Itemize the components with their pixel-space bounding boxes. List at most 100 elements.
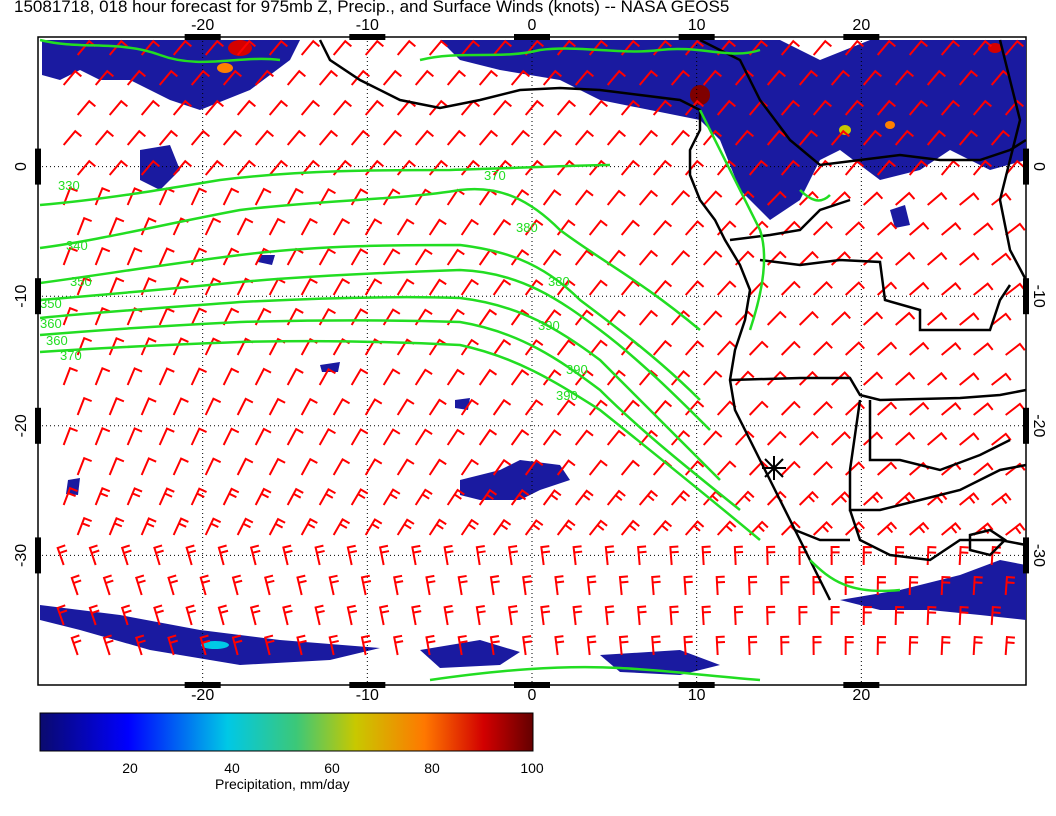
wind-barb — [236, 159, 257, 176]
wind-barb — [350, 69, 371, 86]
border — [729, 376, 1027, 402]
contour-label: 350 — [40, 296, 62, 311]
axis-tick-labels: -20 -20 -10 -10 0 0 10 10 20 20 0 0 -10 -10 -20 -20 -30 -… — [13, 17, 1047, 704]
wind-barb — [76, 396, 93, 416]
wind-barb — [94, 69, 115, 86]
wind-barb — [876, 575, 886, 596]
wind-barb — [702, 310, 723, 326]
wind-barb — [862, 491, 884, 506]
wind-barb — [844, 575, 854, 596]
wind-barb — [350, 129, 371, 146]
wind-barb — [510, 488, 530, 506]
wind-barb — [812, 221, 833, 236]
wind-barb — [798, 310, 819, 326]
wind-barb — [542, 429, 562, 446]
contour-label: 380 — [516, 220, 538, 235]
wind-barb — [701, 545, 711, 566]
wind-barb — [606, 489, 626, 506]
wind-barb — [300, 217, 318, 236]
wind-barb — [524, 339, 544, 356]
wind-barb — [1004, 39, 1025, 56]
wind-barb — [314, 544, 325, 566]
wind-barb — [62, 129, 83, 146]
wind-barb — [222, 307, 240, 326]
wind-barb — [652, 99, 673, 116]
wind-barb — [895, 191, 916, 206]
wind-barb — [574, 369, 594, 386]
wind-barb — [876, 159, 897, 176]
wind-barb — [300, 457, 318, 476]
wind-barb — [574, 249, 594, 266]
wind-barb — [76, 99, 97, 116]
wind-barb — [350, 488, 369, 506]
wind-barb — [894, 605, 905, 626]
wind-barb — [652, 279, 673, 296]
wind-barb — [172, 277, 189, 296]
contour-line — [39, 163, 611, 207]
wind-barb — [554, 635, 565, 656]
wind-barb — [798, 370, 819, 386]
wind-barb — [446, 488, 465, 506]
precip-hotspot — [201, 641, 229, 649]
wind-barb — [364, 458, 383, 476]
wind-barb — [862, 545, 872, 566]
wind-barb — [909, 281, 930, 296]
wind-barb — [254, 307, 272, 326]
wind-barb — [489, 575, 500, 596]
wind-barb — [606, 129, 627, 146]
wind-barb — [844, 99, 865, 116]
wind-barb — [318, 367, 336, 386]
wind-barb — [684, 520, 705, 536]
wind-barb — [830, 545, 840, 566]
colorbar-label: Precipitation, mm/day — [215, 776, 350, 792]
wind-barb — [542, 129, 563, 146]
wind-barb — [542, 69, 563, 86]
wind-barb — [70, 574, 82, 596]
wind-barb — [862, 605, 872, 626]
wind-barb — [350, 428, 369, 446]
wind-barb — [378, 604, 390, 626]
wind-barb — [268, 39, 289, 56]
wind-barb — [972, 575, 983, 596]
wind-barb — [360, 574, 372, 596]
wind-barb — [492, 39, 513, 56]
coastline-west-africa — [318, 39, 832, 601]
tick-left — [35, 278, 41, 315]
wind-barb — [507, 605, 518, 626]
wind-barb — [382, 368, 401, 386]
wind-barb — [556, 339, 576, 356]
wind-barb — [475, 544, 486, 566]
precip-patch — [258, 255, 275, 265]
wind-barb — [510, 308, 530, 326]
wind-barb — [1005, 222, 1026, 236]
axis-label-lat-left: -30 — [13, 544, 30, 567]
wind-barb — [199, 574, 211, 596]
wind-barb — [190, 187, 207, 206]
wind-barb — [638, 129, 659, 146]
wind-barb — [991, 492, 1012, 506]
wind-barb — [249, 604, 261, 626]
wind-barb — [652, 219, 673, 236]
wind-barb — [140, 159, 161, 176]
wind-barb — [190, 427, 207, 446]
wind-barb — [620, 459, 640, 476]
wind-barb — [332, 278, 351, 296]
wind-barb — [862, 69, 883, 86]
wind-barb — [126, 69, 147, 86]
wind-barb — [766, 430, 787, 446]
wind-barb — [158, 69, 179, 86]
wind-barb — [268, 99, 289, 116]
wind-barb — [492, 278, 512, 296]
axis-label-lon-top: -10 — [356, 17, 379, 34]
wind-barb — [652, 519, 673, 536]
wind-barb — [766, 370, 787, 386]
precip-patch — [320, 362, 340, 372]
wind-barb — [478, 428, 498, 446]
wind-barb — [733, 545, 744, 566]
wind-barb — [669, 545, 679, 566]
wind-barb — [780, 635, 790, 656]
wind-barb — [894, 129, 915, 146]
wind-barb — [702, 190, 723, 206]
wind-barb — [748, 220, 769, 236]
wind-barb — [62, 426, 78, 446]
